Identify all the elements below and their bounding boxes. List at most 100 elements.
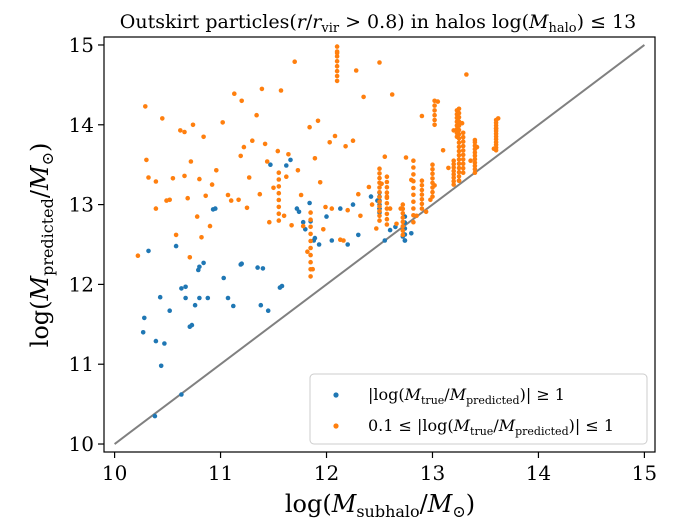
data-point: [284, 174, 289, 179]
data-point: [343, 144, 348, 149]
plot-frame: [103, 36, 656, 453]
data-point: [153, 206, 159, 211]
data-point: [179, 392, 184, 397]
data-point: [493, 117, 499, 123]
data-point: [308, 238, 313, 244]
data-point: [189, 322, 195, 328]
data-point: [456, 169, 462, 175]
legend-marker-1: [333, 423, 339, 429]
data-point: [321, 227, 326, 232]
data-point: [276, 204, 282, 210]
data-point: [199, 235, 204, 240]
data-point: [167, 197, 172, 203]
data-point: [225, 192, 231, 198]
data-point: [460, 139, 466, 144]
data-point: [411, 158, 416, 163]
data-point: [456, 106, 462, 112]
data-point: [460, 143, 466, 149]
data-point: [377, 175, 382, 181]
data-point: [460, 134, 466, 140]
data-point: [194, 214, 200, 219]
data-point: [411, 185, 416, 191]
data-point: [292, 59, 298, 64]
data-point: [400, 232, 406, 238]
data-point: [472, 160, 478, 165]
data-point: [300, 219, 306, 225]
data-point: [402, 238, 408, 243]
data-point: [265, 308, 271, 314]
data-point: [276, 211, 282, 216]
data-point: [419, 197, 425, 202]
data-point: [213, 206, 218, 211]
data-point: [432, 98, 437, 104]
data-point: [315, 118, 321, 124]
data-point: [382, 238, 388, 243]
data-point: [255, 265, 260, 270]
data-point: [464, 72, 469, 77]
data-point: [170, 176, 176, 181]
data-point: [419, 183, 425, 188]
data-point: [382, 154, 388, 159]
data-point: [411, 199, 416, 204]
x-tick-label: 13: [420, 461, 445, 485]
data-point: [345, 242, 351, 247]
data-point: [152, 413, 158, 419]
data-point: [366, 184, 372, 190]
data-point: [140, 330, 146, 335]
data-point: [456, 153, 462, 158]
data-point: [153, 338, 159, 344]
data-point: [356, 232, 361, 238]
data-point: [389, 92, 395, 97]
data-point: [411, 165, 416, 170]
data-point: [472, 167, 478, 172]
data-point: [182, 129, 187, 135]
data-point: [284, 163, 289, 168]
data-point: [419, 178, 425, 183]
data-point: [377, 204, 382, 209]
data-point: [190, 122, 196, 128]
data-point: [384, 206, 390, 211]
data-point: [288, 157, 293, 163]
data-point: [377, 166, 382, 171]
data-point: [334, 59, 340, 64]
data-point: [456, 148, 462, 154]
data-point: [460, 165, 466, 171]
data-point: [334, 49, 340, 54]
data-point: [411, 206, 416, 211]
data-point: [323, 204, 328, 210]
data-point: [324, 214, 329, 219]
data-point: [400, 228, 406, 233]
data-point: [400, 202, 406, 207]
data-point: [377, 60, 382, 65]
data-point: [384, 211, 390, 217]
data-point: [308, 231, 313, 237]
data-point: [271, 185, 276, 191]
data-point: [197, 176, 202, 182]
x-axis: 10 11 12 13 14 15: [102, 452, 657, 485]
data-point: [298, 192, 304, 198]
data-point: [183, 284, 188, 290]
data-point: [472, 150, 478, 155]
data-point: [254, 112, 259, 118]
data-point: [201, 134, 206, 140]
data-point: [316, 242, 322, 247]
x-tick-label: 15: [632, 461, 657, 485]
data-point: [260, 266, 266, 271]
data-point: [289, 223, 294, 228]
chart-title: Outskirt particles(r/rvir > 0.8) in halo…: [120, 11, 636, 36]
data-point: [153, 179, 159, 184]
data-point: [305, 249, 310, 254]
data-point: [384, 179, 390, 185]
data-point: [460, 148, 466, 153]
data-point: [173, 243, 179, 249]
data-point: [267, 219, 272, 225]
data-point: [400, 211, 406, 216]
data-point: [276, 197, 282, 203]
data-point: [451, 168, 457, 174]
data-point: [430, 189, 435, 195]
data-point: [167, 308, 172, 314]
data-point: [238, 153, 243, 159]
data-point: [143, 104, 148, 109]
data-point: [162, 341, 167, 346]
